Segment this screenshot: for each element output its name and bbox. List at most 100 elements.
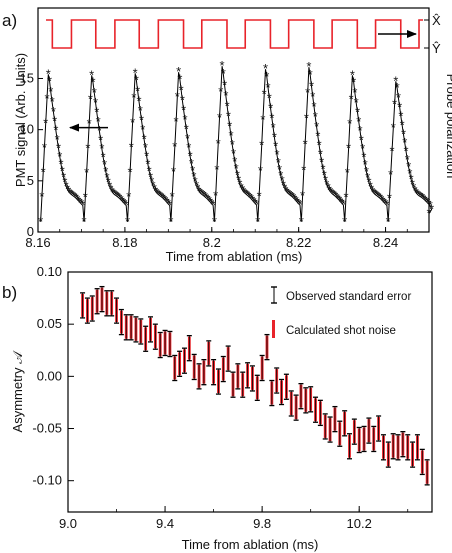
pmt-star-marker: * bbox=[128, 164, 133, 179]
pmt-signal-line bbox=[40, 66, 433, 222]
pmt-star-marker: * bbox=[105, 170, 110, 185]
pmt-star-marker: * bbox=[323, 173, 328, 188]
pmt-star-marker: * bbox=[278, 168, 283, 183]
asymmetry-point bbox=[274, 367, 280, 394]
pmt-star-marker: * bbox=[162, 192, 167, 207]
pmt-star-marker: * bbox=[237, 177, 242, 192]
pmt-star-marker: * bbox=[287, 187, 292, 202]
pmt-star-marker: * bbox=[274, 147, 279, 162]
asymmetry-point bbox=[84, 297, 90, 324]
pmt-star-marker: * bbox=[401, 126, 406, 141]
pmt-star-marker: * bbox=[129, 140, 134, 155]
pmt-star-marker: * bbox=[73, 189, 78, 204]
pmt-star-marker: * bbox=[148, 169, 153, 184]
pmt-star-marker: * bbox=[184, 122, 189, 137]
pmt-star-marker: * bbox=[103, 164, 108, 179]
pmt-star-marker: * bbox=[92, 85, 97, 100]
asymmetry-point bbox=[181, 347, 187, 374]
pmt-star-marker: * bbox=[240, 182, 245, 197]
pmt-star-marker: * bbox=[195, 181, 200, 196]
pmt-star-marker: * bbox=[361, 149, 366, 164]
asymmetry-point bbox=[99, 285, 105, 313]
asymmetry-point bbox=[215, 368, 221, 395]
pmt-star-marker: * bbox=[133, 65, 138, 80]
pmt-star-marker: * bbox=[276, 155, 281, 170]
asymmetry-point bbox=[259, 354, 265, 382]
pmt-star-marker: * bbox=[308, 67, 313, 82]
pmt-star-marker: * bbox=[281, 177, 286, 192]
pmt-star-marker: * bbox=[243, 185, 248, 200]
pmt-star-marker: * bbox=[283, 183, 288, 198]
pmt-star-marker: * bbox=[190, 163, 195, 178]
pmt-star-marker: * bbox=[363, 157, 368, 172]
asymmetry-point bbox=[308, 386, 314, 413]
pmt-star-marker: * bbox=[285, 184, 290, 199]
pmt-star-marker: * bbox=[340, 196, 345, 211]
panel-a-right-tick-label: Ŷ bbox=[432, 41, 441, 56]
panel-b-x-label: Time from ablation (ms) bbox=[182, 537, 319, 552]
pmt-star-marker: * bbox=[172, 139, 177, 154]
pmt-star-marker: * bbox=[223, 88, 228, 103]
pmt-star-marker: * bbox=[267, 90, 272, 105]
pmt-star-marker: * bbox=[315, 128, 320, 143]
pmt-star-marker: * bbox=[271, 120, 276, 135]
asymmetry-point bbox=[288, 390, 294, 417]
pmt-star-marker: * bbox=[236, 172, 241, 187]
pmt-star-marker: * bbox=[360, 141, 365, 156]
pmt-star-marker: * bbox=[152, 181, 157, 196]
pmt-star-marker: * bbox=[295, 194, 300, 209]
pmt-star-marker: * bbox=[163, 193, 168, 208]
pmt-star-marker: * bbox=[297, 197, 302, 212]
pmt-star-marker: * bbox=[294, 193, 299, 208]
pmt-star-marker: * bbox=[75, 192, 80, 207]
pmt-star-marker: * bbox=[310, 89, 315, 104]
panel-b-frame bbox=[67, 271, 433, 513]
pmt-star-marker: * bbox=[84, 165, 89, 180]
pmt-star-marker: * bbox=[221, 66, 226, 81]
pmt-star-marker: * bbox=[309, 78, 314, 93]
asymmetry-point bbox=[395, 434, 401, 461]
pmt-star-marker: * bbox=[70, 188, 75, 203]
pmt-star-marker: * bbox=[220, 58, 225, 73]
pmt-star-marker: * bbox=[228, 128, 233, 143]
pmt-star-marker: * bbox=[87, 116, 92, 131]
pmt-star-marker: * bbox=[225, 98, 230, 113]
pmt-star-marker: * bbox=[246, 189, 251, 204]
pmt-star-marker: * bbox=[299, 214, 304, 229]
pmt-star-marker: * bbox=[213, 188, 218, 203]
pmt-star-marker: * bbox=[90, 74, 95, 89]
pmt-star-marker: * bbox=[97, 123, 102, 138]
pmt-star-marker: * bbox=[194, 178, 199, 193]
pmt-star-marker: * bbox=[331, 187, 336, 202]
pmt-star-marker: * bbox=[211, 197, 216, 212]
pmt-star-marker: * bbox=[226, 108, 231, 123]
pmt-star-marker: * bbox=[304, 111, 309, 126]
asymmetry-point bbox=[211, 359, 217, 386]
pmt-star-marker: * bbox=[85, 141, 90, 156]
panel-a-y-tick-label: 15 bbox=[20, 70, 34, 85]
pmt-star-marker: * bbox=[112, 187, 117, 202]
pmt-star-marker: * bbox=[416, 188, 421, 203]
pmt-star-marker: * bbox=[39, 189, 44, 204]
pmt-star-marker: * bbox=[260, 112, 265, 127]
pmt-star-marker: * bbox=[419, 189, 424, 204]
asymmetry-point bbox=[167, 330, 173, 358]
asymmetry-point bbox=[118, 308, 124, 336]
pmt-star-marker: * bbox=[116, 190, 121, 205]
asymmetry-point bbox=[186, 335, 192, 362]
asymmetry-point bbox=[269, 379, 275, 407]
pmt-star-marker: * bbox=[139, 113, 144, 128]
pmt-star-marker: * bbox=[262, 87, 267, 102]
pmt-star-marker: * bbox=[273, 138, 278, 153]
pmt-star-marker: * bbox=[429, 201, 434, 216]
pmt-star-marker: * bbox=[301, 162, 306, 177]
pmt-star-marker: * bbox=[286, 186, 291, 201]
asymmetry-point bbox=[410, 441, 416, 468]
pmt-star-marker: * bbox=[324, 177, 329, 192]
pmt-star-marker: * bbox=[74, 191, 79, 206]
pmt-star-marker: * bbox=[319, 154, 324, 169]
pmt-star-marker: * bbox=[82, 214, 87, 229]
pmt-star-marker: * bbox=[378, 191, 383, 206]
asymmetry-point bbox=[143, 325, 149, 352]
panel-b-y-tick-label: -0.10 bbox=[32, 473, 62, 488]
